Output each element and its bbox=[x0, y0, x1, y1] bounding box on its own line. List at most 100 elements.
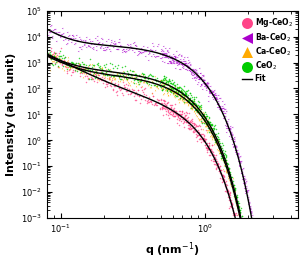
Point bbox=[244, 178, 248, 183]
Point bbox=[187, 100, 192, 104]
Point bbox=[74, 66, 79, 70]
Point bbox=[143, 80, 148, 84]
Point bbox=[124, 77, 129, 82]
Point bbox=[130, 73, 135, 77]
Point bbox=[233, 196, 237, 201]
Point bbox=[49, 48, 54, 53]
Point bbox=[181, 117, 185, 121]
Point bbox=[199, 115, 204, 119]
Point bbox=[124, 89, 129, 93]
Point bbox=[201, 135, 206, 140]
Point bbox=[198, 103, 203, 108]
Point bbox=[230, 139, 235, 143]
Point bbox=[48, 61, 53, 65]
Point bbox=[211, 89, 216, 93]
Point bbox=[119, 71, 123, 75]
Point bbox=[170, 82, 175, 86]
Point bbox=[185, 64, 190, 68]
Point bbox=[77, 37, 82, 42]
Point bbox=[238, 236, 243, 241]
Point bbox=[234, 225, 239, 229]
Point bbox=[239, 172, 244, 176]
Point bbox=[161, 104, 165, 108]
Point bbox=[181, 97, 185, 101]
Point bbox=[96, 77, 101, 81]
Point bbox=[232, 189, 237, 193]
Point bbox=[168, 59, 173, 64]
Point bbox=[234, 194, 239, 198]
Point bbox=[230, 189, 235, 193]
Point bbox=[88, 42, 93, 46]
Point bbox=[54, 58, 58, 62]
Point bbox=[196, 66, 201, 70]
Point bbox=[162, 82, 167, 86]
Point bbox=[171, 111, 176, 116]
Point bbox=[67, 36, 72, 40]
Point bbox=[156, 54, 161, 58]
Point bbox=[158, 107, 163, 112]
Point bbox=[232, 135, 237, 139]
Point bbox=[49, 28, 54, 32]
Point bbox=[139, 72, 144, 76]
Point bbox=[229, 182, 234, 186]
Point bbox=[189, 67, 194, 71]
Point bbox=[202, 81, 207, 86]
Point bbox=[203, 116, 208, 120]
Point bbox=[173, 111, 178, 116]
Point bbox=[159, 78, 164, 83]
Point bbox=[186, 65, 191, 69]
Point bbox=[189, 101, 194, 105]
Point bbox=[181, 64, 185, 68]
Point bbox=[188, 104, 193, 108]
Point bbox=[51, 54, 56, 59]
Point bbox=[163, 75, 168, 80]
Point bbox=[90, 45, 95, 49]
Point bbox=[221, 157, 226, 161]
Point bbox=[214, 142, 219, 146]
Point bbox=[194, 109, 199, 113]
Point bbox=[240, 226, 244, 231]
Point bbox=[221, 113, 226, 118]
Point bbox=[91, 47, 96, 51]
Point bbox=[205, 148, 209, 152]
Point bbox=[108, 42, 113, 46]
Point bbox=[175, 117, 180, 121]
Point bbox=[174, 111, 179, 115]
Point bbox=[178, 60, 183, 64]
Point bbox=[115, 40, 120, 44]
Point bbox=[160, 87, 164, 92]
Point bbox=[78, 68, 83, 72]
Point bbox=[227, 171, 232, 176]
Point bbox=[170, 112, 174, 117]
Point bbox=[78, 67, 83, 72]
Point bbox=[120, 69, 125, 73]
Point bbox=[82, 67, 87, 71]
Point bbox=[241, 177, 246, 181]
Point bbox=[171, 91, 175, 95]
Point bbox=[219, 150, 223, 154]
Point bbox=[169, 86, 174, 90]
Point bbox=[206, 99, 211, 103]
Point bbox=[212, 159, 216, 163]
Point bbox=[182, 113, 187, 117]
Point bbox=[198, 124, 203, 129]
Point bbox=[227, 126, 232, 130]
Point bbox=[226, 189, 230, 193]
Point bbox=[105, 76, 110, 81]
Point bbox=[203, 87, 208, 92]
Point bbox=[85, 63, 90, 68]
Point bbox=[213, 153, 218, 157]
Point bbox=[224, 184, 229, 189]
Point bbox=[234, 151, 239, 155]
Point bbox=[168, 85, 173, 89]
Point bbox=[188, 69, 193, 73]
Point bbox=[64, 41, 69, 45]
Point bbox=[56, 56, 61, 60]
Point bbox=[174, 48, 179, 53]
Point bbox=[237, 205, 241, 209]
Point bbox=[223, 164, 227, 168]
Point bbox=[212, 139, 217, 144]
Point bbox=[214, 102, 219, 107]
Point bbox=[158, 85, 163, 89]
Point bbox=[169, 89, 174, 93]
